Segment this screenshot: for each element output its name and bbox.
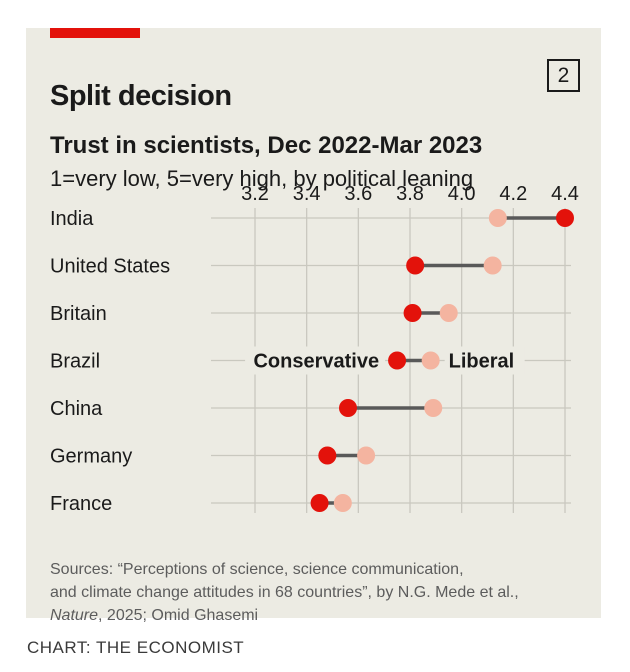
economist-red-tag [50, 28, 140, 38]
scale-note: 1=very low, 5=very high, by political le… [50, 166, 474, 191]
chart-card: Split decision 2 Trust in scientists, De… [26, 28, 601, 624]
liberal-dot [439, 304, 458, 322]
liberal-dot [488, 209, 507, 227]
category-label: Germany [50, 446, 132, 468]
chart-credit: CHART: THE ECONOMIST [27, 638, 245, 657]
x-tick-label: 4.4 [551, 183, 579, 205]
chart-number-badge: 2 [547, 59, 580, 92]
source-journal: Nature [50, 607, 99, 624]
conservative-dot [388, 351, 407, 370]
liberal-dot [424, 399, 443, 417]
category-label: India [50, 208, 94, 230]
category-label: Brazil [50, 351, 100, 373]
category-label: Britain [50, 303, 107, 325]
annotation-liberal: Liberal [449, 351, 515, 373]
x-tick-label: 3.6 [344, 183, 372, 205]
x-tick-label: 3.2 [241, 183, 269, 205]
chart-subtitle: Trust in scientists, Dec 2022-Mar 2023 [50, 132, 483, 159]
source-line-2: and climate change attitudes in 68 count… [50, 584, 519, 601]
conservative-dot [318, 446, 337, 465]
source-line-1: Sources: “Perceptions of science, scienc… [50, 561, 464, 578]
annotation-conservative: Conservative [253, 351, 379, 373]
x-tick-label: 3.8 [396, 183, 424, 205]
chart-title: Split decision [50, 80, 232, 112]
conservative-dot [403, 304, 422, 322]
category-label: China [50, 398, 103, 420]
conservative-dot [310, 494, 329, 512]
annotation-halo [444, 346, 525, 375]
source-note: Sources: “Perceptions of science, scienc… [50, 558, 590, 627]
source-line-3-rest: , 2025; Omid Ghasemi [98, 607, 259, 624]
liberal-dot [421, 351, 440, 370]
liberal-dot [333, 494, 352, 512]
x-tick-label: 4.2 [499, 183, 527, 205]
source-line-3: Nature, 2025; Omid Ghasemi [50, 604, 590, 627]
conservative-dot [406, 256, 425, 275]
category-label: United States [50, 256, 170, 278]
category-label: France [50, 493, 112, 515]
conservative-dot [556, 209, 574, 227]
annotation-halo [245, 346, 386, 375]
liberal-dot [483, 256, 502, 275]
liberal-dot [357, 446, 376, 465]
x-tick-label: 3.4 [293, 183, 321, 205]
dot-plot: 3.2 3.4 3.6 3.8 4.0 4.2 4.4 India United States B… [50, 183, 579, 515]
x-tick-label: 4.0 [448, 183, 476, 205]
conservative-dot [339, 399, 357, 417]
